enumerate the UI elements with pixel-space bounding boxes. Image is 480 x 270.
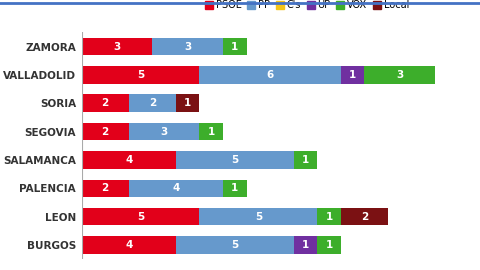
- Text: 5: 5: [231, 155, 239, 165]
- Text: 4: 4: [125, 155, 132, 165]
- Text: 5: 5: [137, 70, 144, 80]
- Bar: [176, 151, 294, 169]
- Text: 1: 1: [349, 70, 356, 80]
- Text: 2: 2: [102, 98, 109, 108]
- Bar: [82, 208, 199, 225]
- Text: 1: 1: [231, 42, 239, 52]
- Bar: [223, 180, 247, 197]
- Bar: [129, 94, 176, 112]
- Bar: [317, 208, 341, 225]
- Bar: [176, 94, 199, 112]
- Bar: [129, 180, 223, 197]
- Bar: [199, 208, 317, 225]
- Text: 2: 2: [361, 212, 368, 222]
- Text: 5: 5: [137, 212, 144, 222]
- Text: 1: 1: [325, 240, 333, 250]
- Bar: [223, 38, 247, 55]
- Text: 1: 1: [325, 212, 333, 222]
- Bar: [199, 123, 223, 140]
- Bar: [341, 66, 364, 84]
- Bar: [82, 94, 129, 112]
- Text: 2: 2: [102, 127, 109, 137]
- Bar: [294, 151, 317, 169]
- Text: 1: 1: [302, 240, 309, 250]
- Bar: [152, 38, 223, 55]
- Bar: [199, 66, 341, 84]
- Text: 2: 2: [149, 98, 156, 108]
- Bar: [364, 66, 435, 84]
- Text: 4: 4: [125, 240, 132, 250]
- Bar: [129, 123, 199, 140]
- Bar: [82, 236, 176, 254]
- Bar: [294, 236, 317, 254]
- Legend: PSOE, PP, C's, UP, VOX, Local: PSOE, PP, C's, UP, VOX, Local: [201, 0, 413, 14]
- Bar: [82, 151, 176, 169]
- Text: 3: 3: [396, 70, 403, 80]
- Text: 3: 3: [113, 42, 120, 52]
- Text: 5: 5: [231, 240, 239, 250]
- Text: 1: 1: [207, 127, 215, 137]
- Bar: [82, 123, 129, 140]
- Bar: [82, 38, 152, 55]
- Text: 6: 6: [266, 70, 274, 80]
- Text: 1: 1: [231, 183, 239, 193]
- Bar: [82, 66, 199, 84]
- Text: 2: 2: [102, 183, 109, 193]
- Text: 3: 3: [184, 42, 191, 52]
- Text: 5: 5: [255, 212, 262, 222]
- Bar: [341, 208, 388, 225]
- Bar: [176, 236, 294, 254]
- Text: 1: 1: [184, 98, 191, 108]
- Bar: [317, 236, 341, 254]
- Bar: [82, 180, 129, 197]
- Text: 1: 1: [302, 155, 309, 165]
- Text: 3: 3: [160, 127, 168, 137]
- Text: 4: 4: [172, 183, 180, 193]
